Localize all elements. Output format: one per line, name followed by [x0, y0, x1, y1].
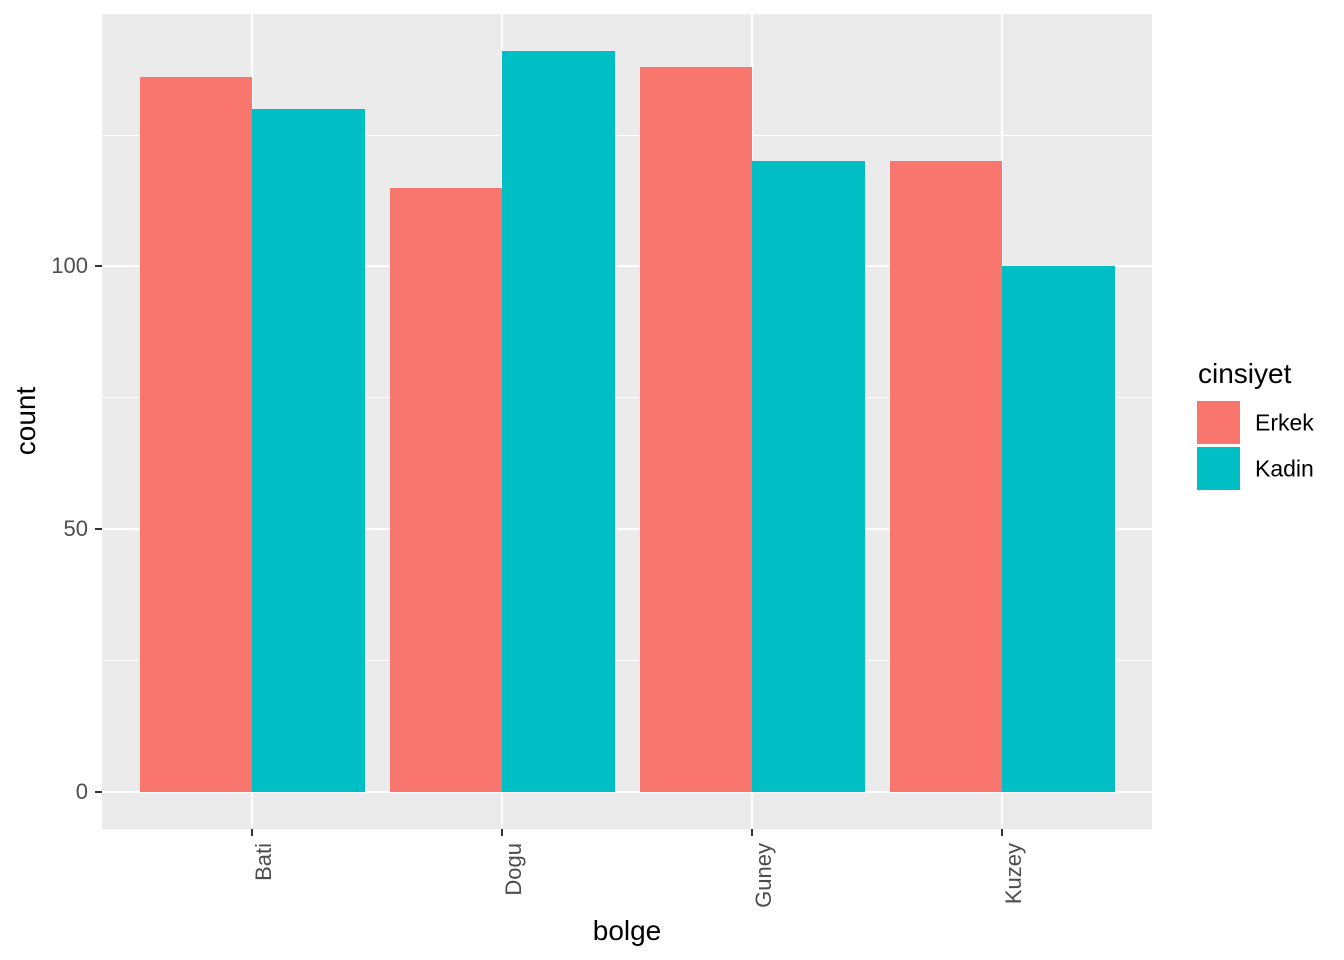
plot-panel [102, 14, 1152, 829]
legend-label-kadin: Kadin [1255, 455, 1314, 481]
major-gridline-y-100 [102, 265, 1152, 268]
bar-erkek-dogu [389, 187, 502, 792]
bar-erkek-kuzey [889, 161, 1002, 792]
minor-gridline-y-25 [102, 660, 1152, 662]
y-tick-label-0: 0 [75, 778, 88, 804]
legend-entry-erkek: Erkek [1197, 401, 1344, 444]
bar-kadin-bati [252, 108, 365, 792]
bar-erkek-guney [639, 66, 752, 792]
x-tick-label-kuzey: Kuzey [1001, 843, 1026, 905]
y-tick-mark-0 [95, 790, 102, 793]
y-tick-mark-100 [95, 265, 102, 268]
legend-entry-kadin: Kadin [1197, 447, 1344, 490]
bar-erkek-bati [139, 77, 252, 792]
legend-title: cinsiyet [1198, 358, 1292, 389]
legend-label-erkek: Erkek [1255, 409, 1314, 435]
x-tick-label-dogu: Dogu [501, 843, 526, 896]
minor-gridline-y-75 [102, 397, 1152, 399]
x-tick-mark-kuzey [1001, 829, 1003, 836]
x-tick-label-guney: Guney [751, 843, 776, 908]
x-tick-mark-dogu [501, 829, 503, 836]
y-axis-title: count [10, 386, 41, 456]
x-tick-mark-guney [751, 829, 753, 836]
y-tick-mark-50 [95, 528, 102, 531]
y-tick-label-50: 50 [63, 516, 88, 542]
x-tick-label-bati: Bati [251, 843, 276, 881]
legend-key-kadin-swatch [1197, 447, 1240, 490]
y-tick-label-100: 100 [51, 253, 88, 279]
legend-key-erkek-swatch [1197, 401, 1240, 444]
bar-kadin-guney [752, 161, 865, 792]
bar-kadin-kuzey [1002, 266, 1115, 792]
minor-gridline-y-125 [102, 134, 1152, 136]
major-gridline-y-0 [102, 790, 1152, 793]
bar-kadin-dogu [502, 51, 615, 792]
legend: cinsiyet Erkek Kadin [1197, 359, 1344, 493]
x-axis-title: bolge [592, 915, 662, 946]
x-tick-mark-bati [251, 829, 253, 836]
major-gridline-y-50 [102, 528, 1152, 531]
